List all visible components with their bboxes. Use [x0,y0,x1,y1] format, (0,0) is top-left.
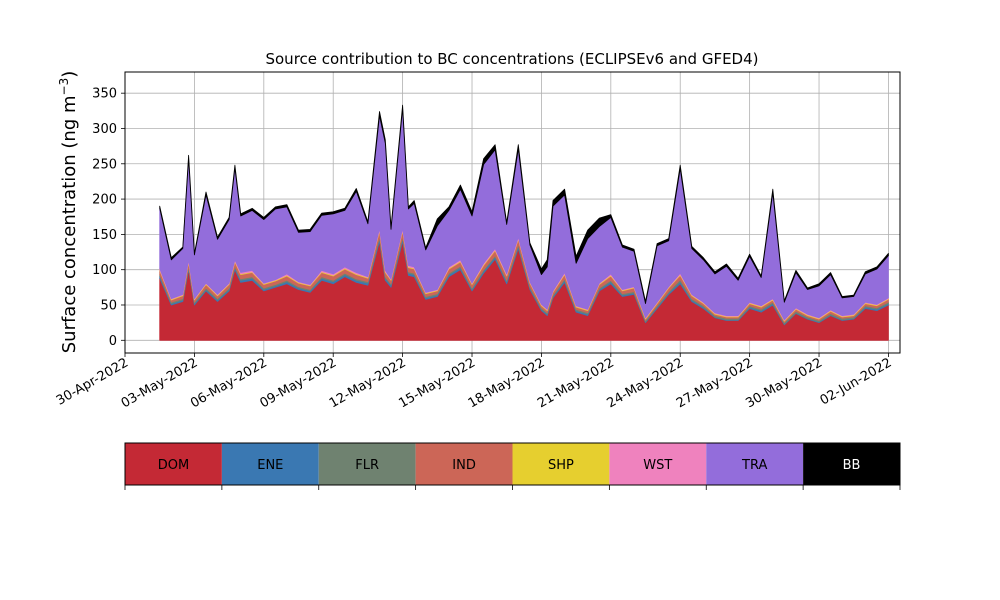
stacked-areas [159,104,889,341]
legend-label-dom: DOM [158,458,189,473]
y-axis: 0 50 100 150 200 250 300 350 [92,87,125,349]
y-tick-label: 0 [109,334,117,349]
legend-label-flr: FLR [355,458,379,473]
legend-swatch-ene [221,443,319,485]
y-tick-label: 300 [92,122,117,137]
y-axis-label-exponent: −3 [57,78,71,96]
y-tick-label: 50 [100,298,117,313]
legend-swatch-bb [803,443,900,485]
y-axis-label: Surface concentration (ng m−3) [57,71,80,354]
legend-label-bb: BB [843,458,861,473]
legend-label-tra: TRA [741,458,767,473]
legend-label-wst: WST [643,458,672,473]
legend-label-ene: ENE [257,458,283,473]
legend-swatch-wst [609,443,707,485]
legend-label-ind: IND [452,458,476,473]
y-tick-label: 150 [92,228,117,243]
y-axis-label-main: Surface concentration (ng m [59,95,80,353]
y-tick-label: 200 [92,193,117,208]
legend-swatch-flr [318,443,416,485]
y-tick-label: 350 [92,87,117,102]
chart-title: Source contribution to BC concentrations… [265,50,758,68]
legend-swatch-ind [415,443,513,485]
legend-label-shp: SHP [548,458,574,473]
legend-colorbar: DOM ENE FLR IND SHP WST TRA BB [124,442,901,490]
y-tick-label: 250 [92,157,117,172]
legend-swatch-shp [512,443,610,485]
y-axis-label-close: ) [59,71,80,78]
plot-frame [124,71,901,354]
legend-swatch-tra [706,443,804,485]
y-tick-label: 100 [92,263,117,278]
legend-swatch-dom [125,443,222,485]
series-area-bb [159,104,889,304]
